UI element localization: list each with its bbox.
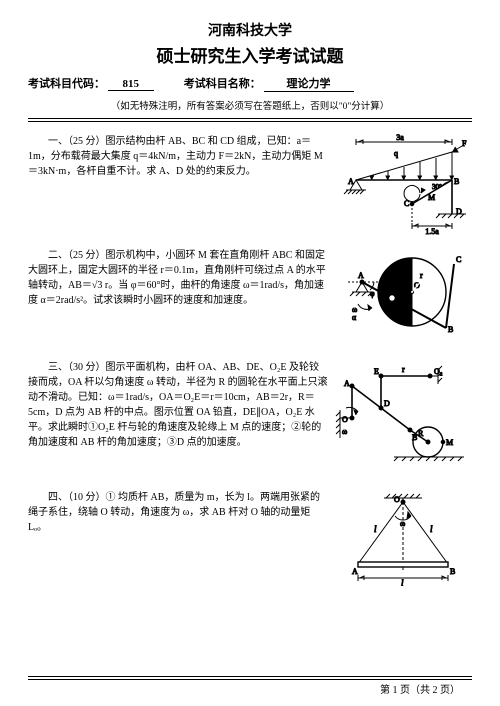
svg-text:C: C <box>456 255 461 264</box>
exam-title: 硕士研究生入学考试试题 <box>28 42 472 67</box>
university-name: 河南科技大学 <box>28 20 472 40</box>
svg-text:l: l <box>401 578 404 586</box>
svg-text:A: A <box>358 271 364 280</box>
divider-top-1 <box>28 118 472 119</box>
svg-text:E: E <box>374 367 379 376</box>
svg-text:r: r <box>420 271 423 280</box>
q1-text: 一、（25 分）图示结构由杆 AB、BC 和 CD 组成，已知：a＝1m，分布载… <box>28 134 328 236</box>
svg-text:q: q <box>394 149 398 158</box>
q3-text: 三、（30 分）图示平面机构，由杆 OA、AB、DE、O₂E 及轮铰接而成，OA… <box>28 360 328 478</box>
svg-text:F: F <box>462 139 467 148</box>
svg-text:α: α <box>352 313 357 322</box>
svg-text:M: M <box>428 193 435 202</box>
q2-figure: O r A B C M <box>334 248 472 348</box>
svg-text:ω: ω <box>342 427 347 436</box>
svg-text:r: r <box>402 365 405 374</box>
q3-figure: O ω A B D <box>334 360 472 478</box>
footer-divider <box>28 676 472 680</box>
svg-text:B: B <box>448 325 453 334</box>
q4-figure: O l l ω A <box>334 490 472 586</box>
svg-text:M: M <box>446 438 453 447</box>
svg-text:D: D <box>384 399 390 408</box>
svg-text:O: O <box>342 415 348 424</box>
question-1: 一、（25 分）图示结构由杆 AB、BC 和 CD 组成，已知：a＝1m，分布载… <box>28 134 472 236</box>
q4-text: 四、（10 分）① 均质杆 AB，质量为 m，长为 l。两端用张紧的绳子系住，绕… <box>28 490 328 586</box>
svg-text:1.5a: 1.5a <box>425 227 439 236</box>
svg-text:l: l <box>374 524 377 534</box>
name-value: 理论力学 <box>264 75 354 92</box>
divider-top-2 <box>28 121 472 122</box>
question-2: 二、（25 分）图示机构中，小圆环 M 套在直角刚杆 ABC 和固定大圆环上，固… <box>28 248 472 348</box>
svg-text:B: B <box>454 177 459 186</box>
svg-text:φ: φ <box>370 289 375 298</box>
meta-row: 考试科目代码： 815 考试科目名称： 理论力学 <box>28 75 472 92</box>
question-4: 四、（10 分）① 均质杆 AB，质量为 m，长为 l。两端用张紧的绳子系住，绕… <box>28 490 472 586</box>
q1-figure: 3a q F A <box>334 134 472 236</box>
name-label: 考试科目名称： <box>184 78 261 90</box>
svg-text:M: M <box>384 301 391 310</box>
svg-text:l: l <box>430 524 433 534</box>
q2-text: 二、（25 分）图示机构中，小圆环 M 套在直角刚杆 ABC 和固定大圆环上，固… <box>28 248 328 348</box>
exam-note: （如无特殊注明，所有答案必须写在答题纸上，否则以"0"分计算） <box>28 98 472 112</box>
svg-text:A: A <box>352 567 358 576</box>
code-label: 考试科目代码： <box>28 78 105 90</box>
svg-text:B: B <box>450 567 455 576</box>
code-value: 815 <box>108 78 154 91</box>
svg-text:A: A <box>344 379 350 388</box>
svg-text:3a: 3a <box>396 134 404 142</box>
question-3: 三、（30 分）图示平面机构，由杆 OA、AB、DE、O₂E 及轮铰接而成，OA… <box>28 360 472 478</box>
svg-text:R: R <box>418 429 424 438</box>
svg-text:30°: 30° <box>432 183 442 191</box>
footer-page: 第 1 页（共 2 页） <box>380 681 460 696</box>
